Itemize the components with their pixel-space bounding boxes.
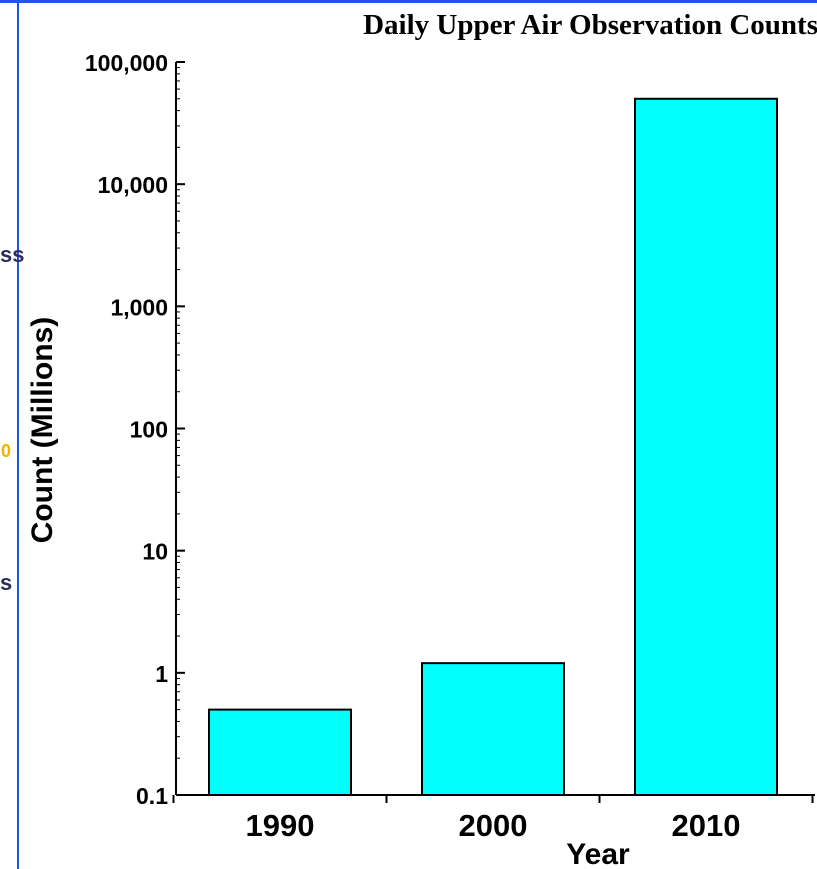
y-axis-label: Count (Millions) xyxy=(26,317,59,544)
y-tick-label: 100 xyxy=(130,417,168,443)
y-tick-label: 100,000 xyxy=(85,50,168,76)
bars-layer xyxy=(208,97,778,797)
y-tick-label: 0.1 xyxy=(136,783,168,809)
axes-layer: 1990 2000 2010 0.1 1 10 100 1,000 10,000 100,000 xyxy=(85,50,815,843)
bar-2000 xyxy=(421,662,565,797)
bar-1990 xyxy=(208,708,352,797)
stray-fragment-s: s xyxy=(0,570,13,595)
chart-title: Daily Upper Air Observation Counts xyxy=(363,9,817,41)
y-tick-label: 10,000 xyxy=(98,172,168,198)
x-tick-label-1990: 1990 xyxy=(246,808,315,843)
y-tick-label: 1 xyxy=(155,661,168,687)
x-axis-label: Year xyxy=(566,838,630,869)
frame-top-border xyxy=(0,0,817,3)
y-tick-label: 1,000 xyxy=(110,294,168,320)
y-tick-label: 10 xyxy=(142,539,168,565)
x-tick-label-2000: 2000 xyxy=(459,808,528,843)
stray-fragment-ss: ss xyxy=(0,242,25,267)
frame-left-border xyxy=(17,0,19,869)
stray-fragment-zero: 0 xyxy=(1,441,12,461)
bar-2010 xyxy=(634,97,778,797)
x-tick-label-2010: 2010 xyxy=(672,808,741,843)
